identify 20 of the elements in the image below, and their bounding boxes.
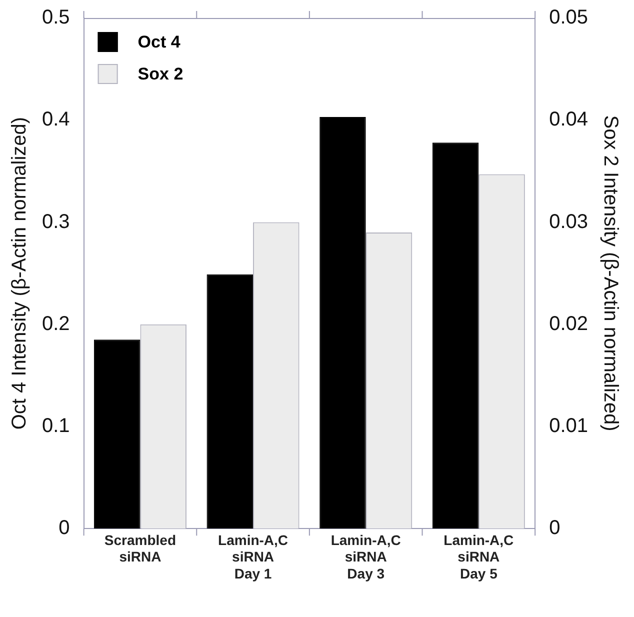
y-axis-title: Oct 4 Intensity (β-Actin normalized)	[8, 116, 31, 430]
y-tick-label: 0.3	[42, 210, 70, 233]
legend-label: Sox 2	[138, 64, 184, 84]
y-tick-label: 0.2	[42, 312, 70, 335]
y-tick-label: 0.4	[42, 108, 70, 131]
y2-tick-label: 0.04	[549, 108, 588, 131]
y2-axis-title: Sox 2 Intensity (β-Actin normalized)	[599, 115, 622, 432]
x-tick-label: Lamin-A,C siRNA Day 3	[330, 532, 401, 582]
x-tick-label: Scrambled siRNA	[104, 532, 176, 565]
y2-tick-label: 0.05	[549, 6, 588, 29]
y-tick-label: 0.1	[42, 414, 70, 437]
x-tick-label: Lamin-A,C siRNA Day 1	[218, 532, 288, 582]
y2-tick-label: 0	[549, 517, 560, 540]
x-tick-label: Lamin-A,C siRNA Day 5	[444, 532, 514, 582]
legend-label: Oct 4	[138, 32, 181, 52]
y-tick-label: 0	[58, 517, 70, 540]
y2-tick-label: 0.01	[549, 414, 588, 437]
y-tick-label: 0.5	[42, 6, 70, 29]
y2-tick-label: 0.03	[549, 210, 588, 233]
y2-tick-label: 0.02	[549, 312, 588, 335]
